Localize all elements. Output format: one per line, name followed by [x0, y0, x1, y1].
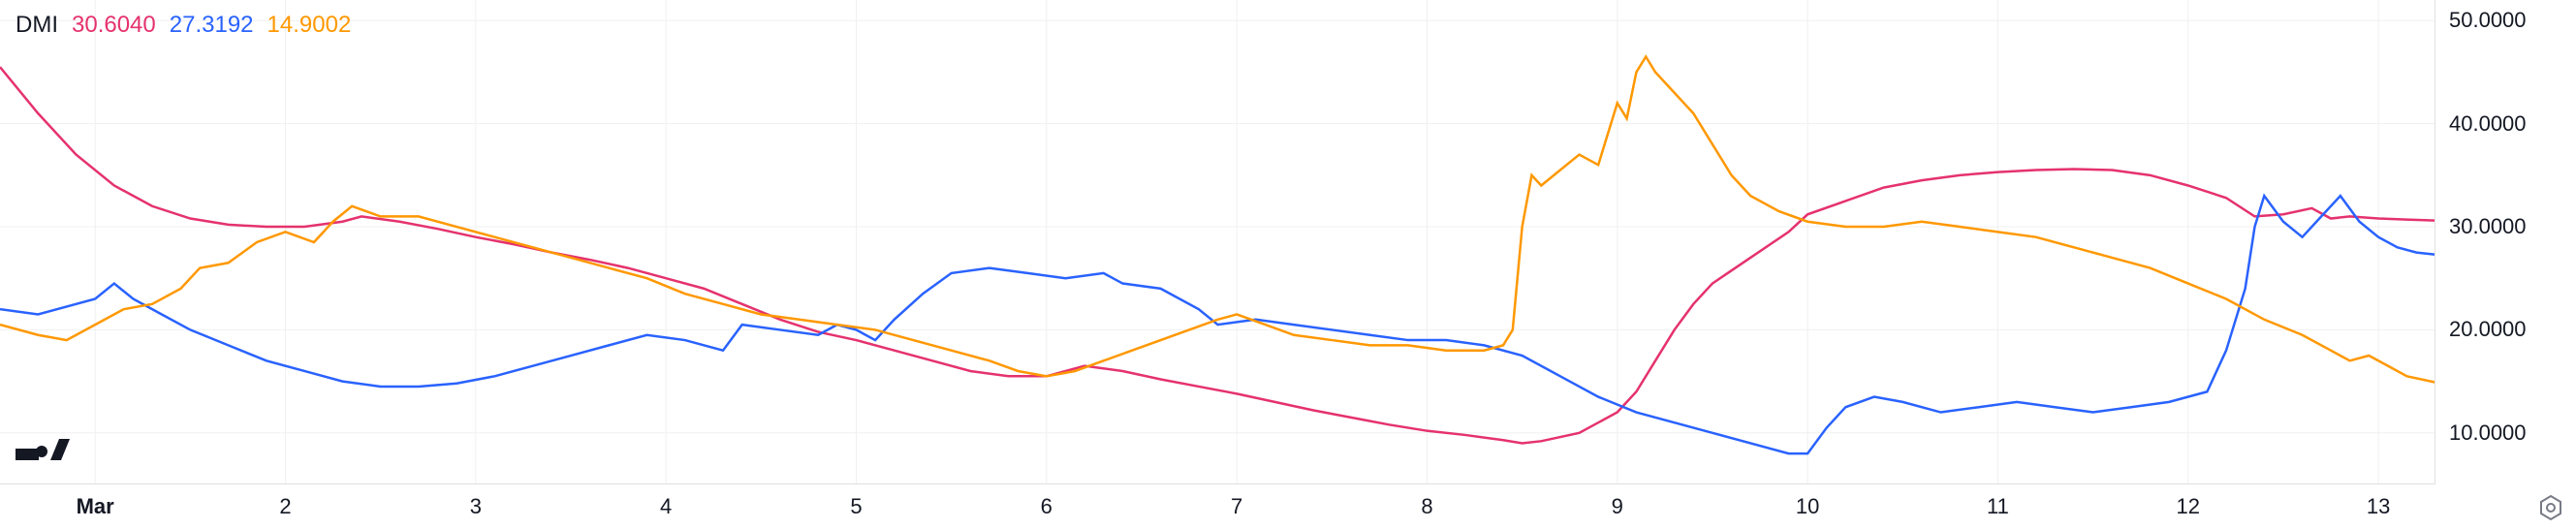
tradingview-logo-icon[interactable]: [16, 439, 70, 473]
gear-icon[interactable]: [2537, 494, 2564, 521]
indicator-legend[interactable]: DMI 30.6040 27.3192 14.9002: [16, 12, 351, 39]
x-tick-label: 5: [850, 494, 862, 519]
y-axis[interactable]: 10.0000 20.0000 30.0000 40.0000 50.0000: [2435, 0, 2576, 484]
indicator-value-2: 27.3192: [170, 12, 254, 39]
x-axis[interactable]: Mar 2 3 4 5 6 7 8 9 10 11 12 13: [0, 484, 2435, 529]
x-tick-label: Mar: [77, 494, 114, 519]
chart-plot-area[interactable]: [0, 0, 2435, 484]
x-tick-label: 4: [660, 494, 672, 519]
y-tick-label: 40.0000: [2449, 111, 2527, 137]
indicator-value-3: 14.9002: [267, 12, 352, 39]
y-tick-label: 20.0000: [2449, 317, 2527, 342]
x-tick-label: 8: [1421, 494, 1432, 519]
x-tick-label: 12: [2177, 494, 2200, 519]
chart-svg: [0, 0, 2435, 484]
x-tick-label: 13: [2367, 494, 2390, 519]
y-tick-label: 50.0000: [2449, 8, 2527, 33]
x-tick-label: 2: [279, 494, 291, 519]
y-tick-label: 30.0000: [2449, 214, 2527, 239]
x-tick-label: 10: [1796, 494, 1819, 519]
series-adx: [0, 57, 2435, 383]
indicator-name: DMI: [16, 12, 58, 39]
x-tick-label: 6: [1041, 494, 1052, 519]
series-minus_di: [0, 196, 2435, 453]
indicator-value-1: 30.6040: [72, 12, 156, 39]
x-tick-label: 11: [1987, 494, 2009, 519]
x-tick-label: 7: [1231, 494, 1242, 519]
x-tick-label: 3: [470, 494, 482, 519]
x-tick-label: 9: [1612, 494, 1623, 519]
y-tick-label: 10.0000: [2449, 420, 2527, 446]
